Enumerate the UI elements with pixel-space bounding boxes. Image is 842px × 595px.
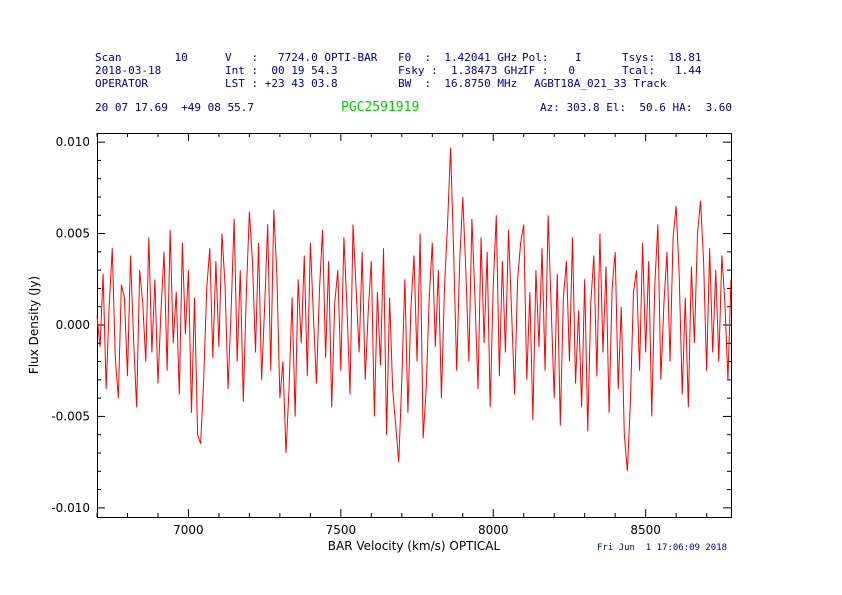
- svg-text:0.005: 0.005: [56, 227, 90, 241]
- y-tick-labels: -0.010 -0.005 0.000 0.005 0.010: [51, 135, 90, 515]
- svg-text:-0.005: -0.005: [51, 409, 90, 423]
- axis-ticks: [96, 133, 731, 517]
- header-project: AGBT18A_021_33 Track: [534, 77, 667, 90]
- x-tick-labels: 7000 7500 8000 8500: [173, 523, 661, 537]
- header-f0: F0 : 1.42041 GHz: [398, 51, 518, 64]
- x-axis-title: BAR Velocity (km/s) OPTICAL: [328, 539, 501, 553]
- source-name-label: PGC2591919: [341, 100, 420, 115]
- header-coordinates: 20 07 17.69 +49 08 55.7: [95, 101, 254, 114]
- svg-text:0.010: 0.010: [56, 135, 90, 149]
- header-velocity: V : 7724.0 OPTI-BAR: [225, 51, 378, 64]
- svg-text:8500: 8500: [630, 523, 661, 537]
- timestamp-label: Fri Jun 1 17:06:09 2018: [597, 543, 728, 553]
- header-az-el-ha: Az: 303.8 El: 50.6 HA: 3.60: [540, 101, 733, 114]
- header-tcal: Tcal: 1.44: [622, 64, 702, 77]
- header-lst: LST : +23 43 03.8: [225, 77, 338, 90]
- svg-text:-0.010: -0.010: [51, 501, 90, 515]
- y-axis-title: Flux Density (Jy): [27, 276, 41, 374]
- svg-text:0.000: 0.000: [56, 318, 90, 332]
- header-date: 2018-03-18: [95, 64, 162, 77]
- header-pol: Pol: I: [522, 51, 582, 64]
- svg-text:8000: 8000: [478, 523, 509, 537]
- svg-text:7000: 7000: [173, 523, 204, 537]
- plot-frame: [97, 133, 732, 518]
- header-fsky: Fsky : 1.38473 GHz: [398, 64, 524, 77]
- spectrum-trace: [96, 147, 732, 472]
- svg-text:7500: 7500: [326, 523, 357, 537]
- header-scan: Scan 10: [95, 51, 188, 64]
- header-operator: OPERATOR: [95, 77, 148, 90]
- header-tsys: Tsys: 18.81: [622, 51, 702, 64]
- header-if: IF : 0: [522, 64, 575, 77]
- header-integration: Int : 00 19 54.3: [225, 64, 338, 77]
- header-bw: BW : 16.8750 MHz: [398, 77, 518, 90]
